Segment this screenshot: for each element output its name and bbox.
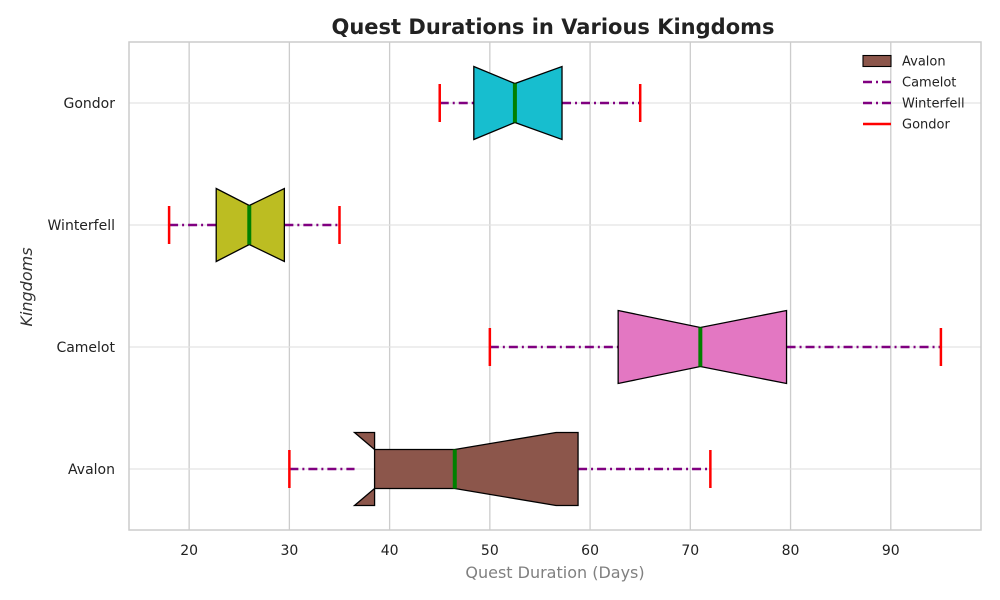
x-tick-label: 40 bbox=[381, 543, 399, 559]
y-tick-label: Winterfell bbox=[48, 218, 115, 234]
x-tick-labels: 20 30 40 50 60 70 80 90 bbox=[180, 543, 899, 559]
legend-entry-camelot: Camelot bbox=[863, 76, 956, 91]
box-winterfell bbox=[167, 187, 341, 263]
legend-label: Gondor bbox=[902, 118, 950, 133]
x-tick-label: 80 bbox=[782, 543, 800, 559]
chart-title: Quest Durations in Various Kingdoms bbox=[332, 15, 775, 39]
box-body bbox=[617, 309, 788, 385]
x-tick-label: 70 bbox=[681, 543, 699, 559]
boxes-layer bbox=[167, 65, 943, 507]
box-body bbox=[352, 431, 579, 507]
x-tick-label: 30 bbox=[280, 543, 298, 559]
legend-label: Camelot bbox=[902, 76, 956, 91]
box-body bbox=[473, 65, 563, 141]
legend-label: Winterfell bbox=[902, 97, 965, 112]
y-axis-label: Kingdoms bbox=[17, 247, 36, 326]
box-gondor bbox=[438, 65, 642, 141]
x-tick-label: 50 bbox=[481, 543, 499, 559]
legend-entry-avalon: Avalon bbox=[862, 54, 946, 70]
legend: Avalon Camelot Winterfell Gondor bbox=[862, 54, 965, 133]
y-tick-label: Camelot bbox=[56, 340, 115, 356]
x-tick-label: 60 bbox=[581, 543, 599, 559]
y-tick-label: Avalon bbox=[68, 462, 115, 478]
legend-entry-winterfell: Winterfell bbox=[863, 97, 965, 112]
legend-entry-gondor: Gondor bbox=[863, 118, 950, 133]
legend-swatch bbox=[862, 54, 892, 68]
box-camelot bbox=[488, 309, 943, 385]
y-tick-labels: Avalon Camelot Winterfell Gondor bbox=[48, 96, 116, 478]
x-tick-label: 20 bbox=[180, 543, 198, 559]
x-axis-label: Quest Duration (Days) bbox=[465, 563, 644, 582]
legend-label: Avalon bbox=[902, 55, 946, 70]
y-tick-label: Gondor bbox=[64, 96, 116, 112]
box-avalon bbox=[288, 431, 712, 507]
plot-frame bbox=[128, 41, 982, 531]
x-tick-label: 90 bbox=[882, 543, 900, 559]
